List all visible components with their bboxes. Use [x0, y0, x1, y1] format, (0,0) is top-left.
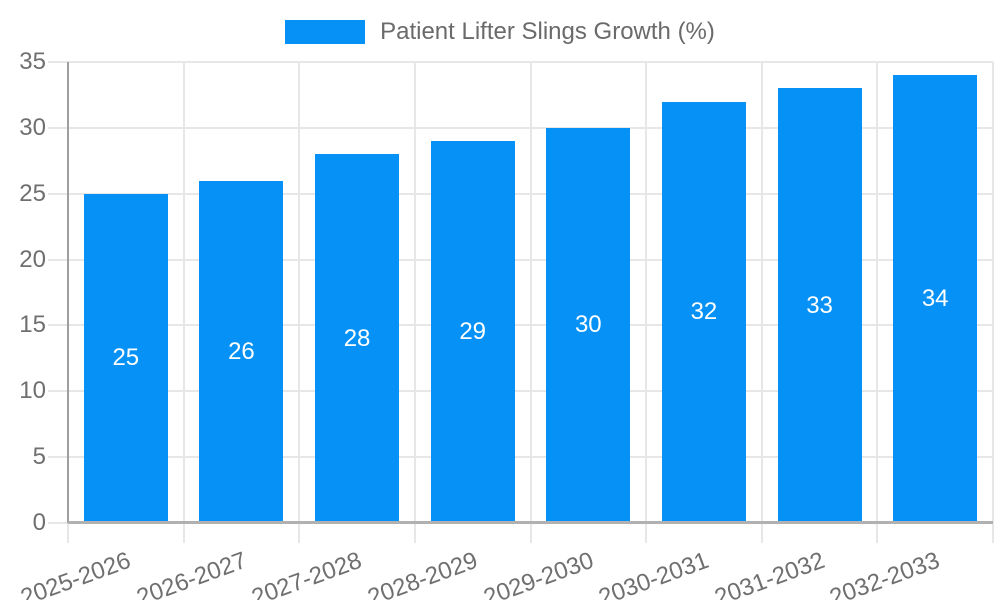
x-axis-line — [68, 521, 993, 524]
bar[interactable] — [777, 88, 862, 523]
y-axis-label: 20 — [19, 245, 46, 273]
bar-value-label: 34 — [921, 285, 949, 313]
x-axis-label: 2031-2032 — [710, 546, 829, 600]
y-axis-label: 0 — [32, 509, 46, 536]
y-axis-label: 35 — [19, 48, 46, 75]
bar-value-label: 30 — [574, 311, 602, 339]
grid-line-h — [48, 324, 993, 327]
bar-value-label: 29 — [459, 318, 487, 345]
grid-line-h — [48, 456, 993, 459]
bar-value-label: 25 — [112, 344, 140, 372]
grid-line-v — [298, 62, 301, 543]
bar[interactable] — [83, 193, 168, 523]
bar-value-label: 26 — [228, 337, 255, 365]
grid-line-v — [182, 62, 185, 543]
grid-line-v — [413, 62, 416, 543]
y-axis-label: 5 — [32, 443, 46, 471]
bar-value-label: 32 — [690, 298, 718, 326]
plot-area: 0 5 10 15 20 25 30 35 25 2025-2026 26 2026-2027 28 20… — [17, 48, 994, 600]
x-axis-label: 2032-2033 — [826, 546, 944, 600]
grid-line-v — [529, 62, 532, 543]
y-axis-label: 30 — [19, 113, 46, 141]
y-axis-label: 25 — [19, 179, 46, 207]
x-axis-label: 2025-2026 — [17, 546, 135, 600]
bar[interactable] — [430, 141, 515, 523]
legend-label: Patient Lifter Slings Growth (%) — [380, 18, 715, 45]
bar-value-label: 28 — [343, 324, 371, 352]
grid-line-v — [760, 62, 763, 543]
grid-line-v — [992, 62, 994, 543]
bar[interactable] — [199, 180, 284, 523]
x-axis-label: 2026-2027 — [132, 546, 250, 600]
grid-line-h — [48, 192, 993, 195]
bar[interactable] — [546, 127, 631, 523]
chart-legend[interactable]: Patient Lifter Slings Growth (%) — [0, 19, 1000, 45]
grid-line-h — [48, 390, 993, 393]
grid-line-v — [645, 62, 648, 543]
y-axis-line — [67, 62, 69, 523]
y-axis-label: 15 — [19, 311, 46, 339]
x-axis-label: 2028-2029 — [364, 546, 482, 600]
legend-swatch — [285, 20, 366, 44]
grid-line-h — [48, 258, 993, 261]
bar-value-label: 33 — [806, 291, 833, 319]
grid-line-h — [48, 126, 993, 129]
grid-line-h — [48, 61, 993, 63]
grid-line-v — [876, 62, 879, 543]
x-axis-label: 2030-2031 — [595, 546, 713, 600]
bar[interactable] — [315, 154, 400, 523]
y-axis-label: 10 — [19, 377, 46, 405]
bar[interactable] — [661, 101, 746, 523]
x-axis-label: 2029-2030 — [479, 546, 597, 600]
bar[interactable] — [893, 75, 978, 523]
x-axis-label: 2027-2028 — [248, 546, 366, 600]
